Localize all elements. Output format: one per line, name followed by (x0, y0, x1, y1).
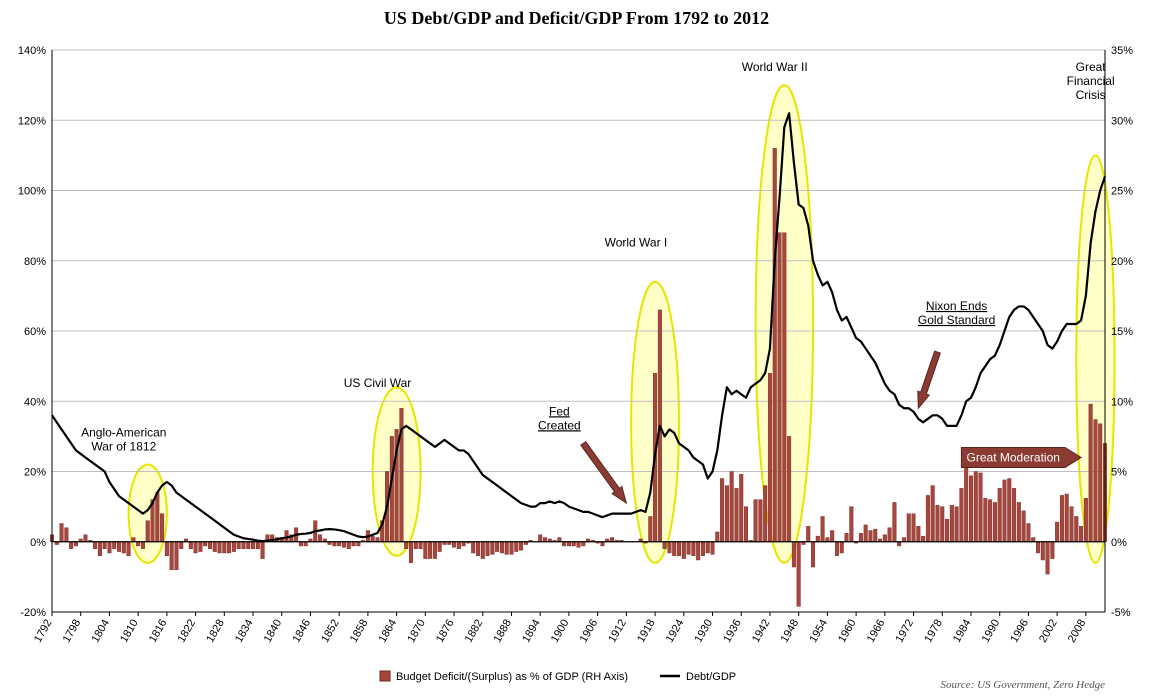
svg-text:35%: 35% (1111, 45, 1133, 57)
svg-text:Great Moderation: Great Moderation (967, 450, 1060, 464)
svg-text:Great: Great (1076, 60, 1107, 74)
svg-text:120%: 120% (18, 115, 46, 127)
svg-text:60%: 60% (24, 326, 46, 338)
svg-text:1834: 1834 (233, 618, 256, 645)
svg-text:1924: 1924 (664, 618, 687, 645)
svg-text:1870: 1870 (405, 618, 428, 645)
svg-text:0%: 0% (30, 537, 46, 549)
svg-text:Source: US Government, Zero He: Source: US Government, Zero Hedge (941, 679, 1106, 691)
line-layer (52, 113, 1105, 541)
svg-text:40%: 40% (24, 396, 46, 408)
svg-text:20%: 20% (1111, 256, 1133, 268)
svg-text:10%: 10% (1111, 396, 1133, 408)
svg-text:1816: 1816 (147, 618, 170, 645)
svg-text:World War I: World War I (605, 236, 668, 250)
svg-text:1888: 1888 (491, 618, 514, 645)
svg-text:2008: 2008 (1066, 618, 1089, 645)
svg-text:2002: 2002 (1037, 618, 1060, 645)
svg-text:1960: 1960 (836, 618, 859, 645)
chart-svg: -20% 0% 20% 40% 60% 80% 100% 120% 140% -5% 0% 5% 10%… (0, 0, 1153, 699)
svg-text:Budget Deficit/(Surplus) as %: Budget Deficit/(Surplus) as % of GDP (RH… (396, 671, 628, 683)
svg-text:140%: 140% (18, 45, 46, 57)
svg-text:1996: 1996 (1008, 618, 1031, 645)
svg-text:1894: 1894 (520, 618, 543, 645)
svg-text:1828: 1828 (204, 618, 227, 645)
svg-text:Crisis: Crisis (1076, 88, 1106, 102)
svg-text:Nixon Ends: Nixon Ends (926, 299, 987, 313)
svg-text:1948: 1948 (779, 618, 802, 645)
svg-text:80%: 80% (24, 256, 46, 268)
svg-text:Fed: Fed (549, 404, 570, 418)
svg-text:1858: 1858 (348, 618, 371, 645)
svg-text:1840: 1840 (262, 618, 285, 645)
axes-layer: -20% 0% 20% 40% 60% 80% 100% 120% 140% -5% 0% 5% 10%… (18, 45, 1133, 645)
svg-text:1810: 1810 (118, 618, 141, 645)
svg-text:1966: 1966 (865, 618, 888, 645)
svg-text:1906: 1906 (578, 618, 601, 645)
svg-text:War of 1812: War of 1812 (91, 439, 156, 453)
svg-text:1864: 1864 (377, 618, 400, 645)
svg-text:100%: 100% (18, 186, 46, 198)
svg-text:1900: 1900 (549, 618, 572, 645)
svg-text:1942: 1942 (750, 618, 773, 645)
svg-text:US Civil War: US Civil War (344, 376, 412, 390)
svg-text:1984: 1984 (951, 618, 974, 645)
bars-layer (50, 148, 1107, 606)
svg-text:1846: 1846 (290, 618, 313, 645)
svg-text:US Debt/GDP and Deficit/GDP Fr: US Debt/GDP and Deficit/GDP From 1792 to… (384, 8, 769, 28)
annotations-layer: Anglo-AmericanWar of 1812 US Civil War Fed… (81, 60, 1115, 503)
svg-text:25%: 25% (1111, 186, 1133, 198)
svg-text:1822: 1822 (176, 618, 199, 645)
svg-text:Debt/GDP: Debt/GDP (686, 671, 736, 683)
svg-text:1804: 1804 (89, 618, 112, 645)
svg-text:1876: 1876 (434, 618, 457, 645)
svg-text:1978: 1978 (922, 618, 945, 645)
svg-text:World War II: World War II (742, 60, 808, 74)
svg-text:1990: 1990 (980, 618, 1003, 645)
svg-text:Created: Created (538, 418, 581, 432)
chart-container: -20% 0% 20% 40% 60% 80% 100% 120% 140% -5% 0% 5% 10%… (0, 0, 1153, 699)
svg-text:30%: 30% (1111, 115, 1133, 127)
svg-text:Gold Standard: Gold Standard (918, 313, 995, 327)
svg-text:1936: 1936 (721, 618, 744, 645)
svg-text:20%: 20% (24, 467, 46, 479)
svg-text:1918: 1918 (635, 618, 658, 645)
svg-text:Financial: Financial (1067, 74, 1115, 88)
svg-text:5%: 5% (1111, 467, 1127, 479)
svg-text:-5%: -5% (1111, 607, 1131, 619)
svg-text:1852: 1852 (319, 618, 342, 645)
svg-text:1972: 1972 (894, 618, 917, 645)
svg-text:Anglo-American: Anglo-American (81, 425, 166, 439)
svg-text:15%: 15% (1111, 326, 1133, 338)
svg-text:1930: 1930 (692, 618, 715, 645)
svg-text:1954: 1954 (807, 618, 830, 645)
svg-text:1798: 1798 (61, 618, 84, 645)
svg-text:1912: 1912 (606, 618, 629, 645)
svg-text:0%: 0% (1111, 537, 1127, 549)
svg-text:1792: 1792 (32, 618, 55, 645)
svg-text:1882: 1882 (463, 618, 486, 645)
svg-text:-20%: -20% (20, 607, 46, 619)
